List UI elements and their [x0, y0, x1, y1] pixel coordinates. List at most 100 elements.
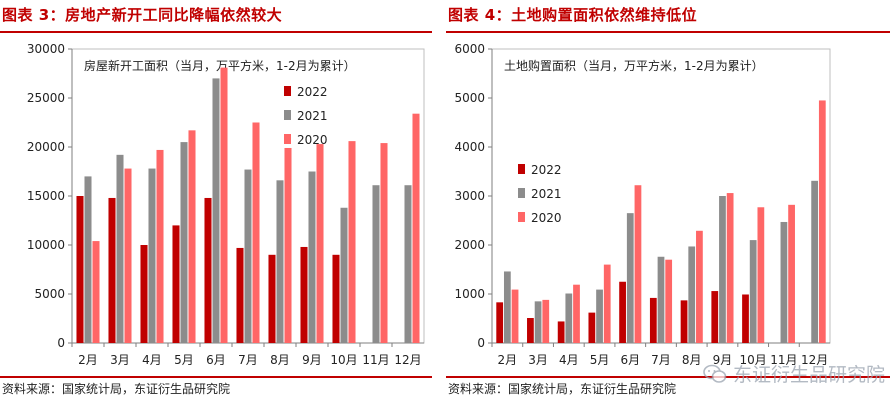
legend-swatch-2020	[284, 134, 291, 144]
y-tick-label: 4000	[454, 140, 485, 154]
y-tick-label: 25000	[27, 91, 65, 105]
chart-title: 房屋新开工面积（当月，万平方米，1-2月为累计）	[84, 58, 356, 73]
legend-label-2021: 2021	[297, 109, 328, 123]
x-tick-label: 3月	[528, 353, 548, 367]
bar-2021-10月	[749, 240, 757, 343]
x-tick-label: 7月	[651, 353, 671, 367]
source-rule	[0, 376, 432, 378]
bar-2020-7月	[252, 122, 260, 343]
legend-label-2020: 2020	[297, 133, 328, 147]
x-tick-label: 8月	[682, 353, 702, 367]
x-tick-label: 4月	[142, 353, 162, 367]
bar-2022-4月	[140, 245, 148, 343]
bar-2022-5月	[588, 312, 596, 343]
bar-2021-4月	[565, 293, 573, 343]
y-tick-label: 2000	[454, 238, 485, 252]
x-tick-label: 7月	[238, 353, 258, 367]
legend-label-2021: 2021	[531, 187, 562, 201]
bar-2020-8月	[696, 230, 703, 343]
x-tick-label: 8月	[270, 353, 290, 367]
bar-2022-9月	[300, 246, 308, 343]
bar-2020-10月	[348, 141, 356, 343]
x-tick-label: 6月	[206, 353, 226, 367]
y-tick-label: 10000	[27, 238, 65, 252]
new-construction-area-chart: 0 5000 10000 15000 20000 25000 30000 房屋新开工面积（当月…	[27, 42, 425, 367]
bar-2020-6月	[220, 67, 228, 343]
bar-2020-6月	[634, 185, 642, 343]
bar-2022-6月	[204, 197, 212, 343]
watermark: 东证衍生品研究院	[703, 360, 885, 387]
x-tick-label: 12月	[801, 353, 828, 367]
y-tick-label: 0	[477, 336, 485, 350]
bar-2020-8月	[284, 147, 292, 343]
legend-swatch-2022	[518, 164, 525, 174]
bar-2021-7月	[244, 169, 252, 343]
bar-2021-5月	[596, 289, 603, 343]
chart-title: 土地购置面积（当月，万平方米，1-2月为累计）	[504, 58, 764, 73]
wechat-logo-icon	[703, 364, 727, 383]
y-tick-label: 3000	[454, 189, 485, 203]
bar-2021-2月	[84, 176, 92, 343]
bar-2022-10月	[742, 294, 749, 343]
bar-2022-7月	[649, 297, 657, 343]
x-tick-label: 11月	[362, 353, 389, 367]
bar-2020-11月	[380, 143, 388, 343]
bar-2021-9月	[308, 171, 316, 343]
source-rule	[446, 376, 890, 378]
bar-2020-2月	[92, 241, 100, 343]
bar-2020-4月	[156, 149, 164, 343]
x-tick-label: 12月	[394, 353, 421, 367]
source-note: 资料来源：国家统计局，东证衍生品研究院	[2, 382, 231, 396]
bar-2020-7月	[665, 259, 673, 343]
x-tick-label: 10月	[740, 353, 767, 367]
bar-2021-6月	[212, 78, 220, 344]
bar-2022-5月	[172, 225, 180, 343]
bar-2020-3月	[124, 168, 132, 343]
title-rule	[0, 31, 432, 33]
y-tick-label: 15000	[27, 189, 65, 203]
legend-label-2022: 2022	[297, 85, 328, 99]
x-tick-label: 6月	[620, 353, 640, 367]
bar-2022-2月	[496, 302, 504, 343]
bar-2020-5月	[188, 130, 196, 343]
bar-2022-4月	[557, 321, 565, 343]
watermark-text: 东证衍生品研究院	[732, 364, 885, 386]
x-tick-label: 9月	[713, 353, 733, 367]
bar-2022-9月	[711, 291, 719, 343]
left-figure-panel: 图表 3：房地产新开工同比降幅依然较大 0 5000 10000 15000 20000…	[0, 0, 432, 415]
bar-2022-3月	[527, 318, 534, 343]
y-tick-label: 5000	[454, 91, 485, 105]
bar-2021-11月	[372, 185, 380, 343]
legend-label-2020: 2020	[531, 211, 562, 225]
bar-2020-12月	[412, 113, 420, 344]
bar-2020-2月	[511, 289, 519, 343]
bar-2021-5月	[180, 142, 188, 343]
bar-2020-5月	[603, 264, 611, 343]
bar-2022-8月	[268, 254, 276, 343]
x-tick-label: 10月	[330, 353, 357, 367]
y-tick-label: 5000	[34, 287, 65, 301]
x-tick-label: 9月	[302, 353, 322, 367]
x-tick-label: 4月	[559, 353, 579, 367]
land-purchase-area-chart: 0 1000 2000 3000 4000 5000 6000 土地购置面积（当月，万平方米，…	[454, 42, 831, 367]
bar-2021-7月	[657, 256, 665, 343]
y-tick-label: 1000	[454, 287, 485, 301]
figure-title: 图表 4：土地购置面积依然维持低位	[448, 6, 698, 24]
x-tick-label: 3月	[110, 353, 130, 367]
bar-2021-12月	[404, 185, 412, 343]
x-tick-label: 2月	[498, 353, 518, 367]
title-rule	[446, 31, 890, 33]
legend-swatch-2020	[518, 212, 525, 222]
figure-title: 图表 3：房地产新开工同比降幅依然较大	[2, 6, 283, 24]
bar-2020-9月	[316, 144, 324, 343]
x-tick-label: 11月	[770, 353, 797, 367]
x-tick-label: 5月	[174, 353, 194, 367]
bar-2021-9月	[719, 196, 726, 343]
bar-2021-11月	[780, 221, 788, 343]
bar-2020-4月	[573, 284, 580, 343]
legend-swatch-2022	[284, 86, 291, 96]
y-tick-label: 20000	[27, 140, 65, 154]
bar-2022-8月	[680, 300, 688, 343]
y-tick-label: 30000	[27, 42, 65, 56]
bar-2021-2月	[503, 271, 511, 343]
